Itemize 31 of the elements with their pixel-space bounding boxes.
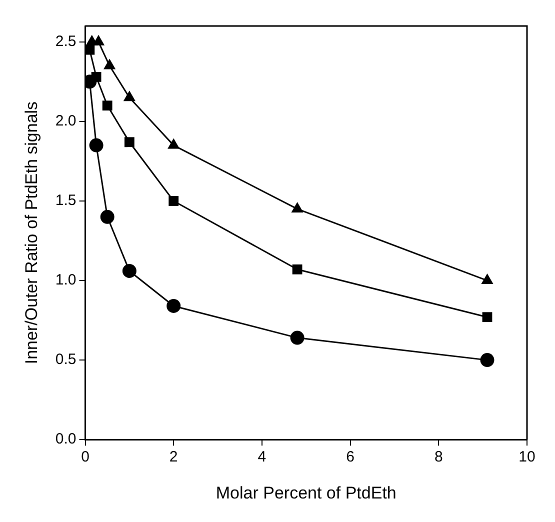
y-tick-label: 2.5 [55, 33, 76, 50]
x-tick-label: 6 [346, 448, 354, 466]
x-tick-label: 4 [258, 448, 266, 466]
y-tick-label: 0.5 [55, 351, 76, 368]
point [480, 353, 494, 368]
point [168, 196, 179, 206]
x-tick-label: 8 [434, 448, 443, 466]
point [89, 138, 104, 152]
point [102, 100, 112, 110]
point [482, 312, 492, 322]
point [124, 137, 134, 148]
x-axis-title: Molar Percent of PtdEth [216, 483, 396, 502]
x-tick-label: 2 [169, 448, 178, 466]
point [103, 58, 116, 70]
y-tick-label: 2.0 [55, 112, 76, 130]
point [122, 264, 136, 278]
point [290, 330, 304, 345]
point [168, 138, 180, 149]
point [166, 298, 181, 313]
y-tick-label: 1.0 [55, 272, 76, 289]
point [481, 274, 494, 284]
x-tick-label: 10 [518, 448, 536, 466]
y-tick-label: 1.5 [55, 192, 76, 210]
y-axis-title: Inner/Outer Ratio of PtdEth signals [22, 101, 41, 364]
point [85, 44, 95, 55]
point [291, 202, 304, 212]
x-tick-label: 0 [81, 448, 90, 466]
point [292, 264, 302, 274]
point [123, 90, 136, 102]
y-tick-label: 0.0 [55, 430, 76, 448]
point [100, 210, 114, 224]
